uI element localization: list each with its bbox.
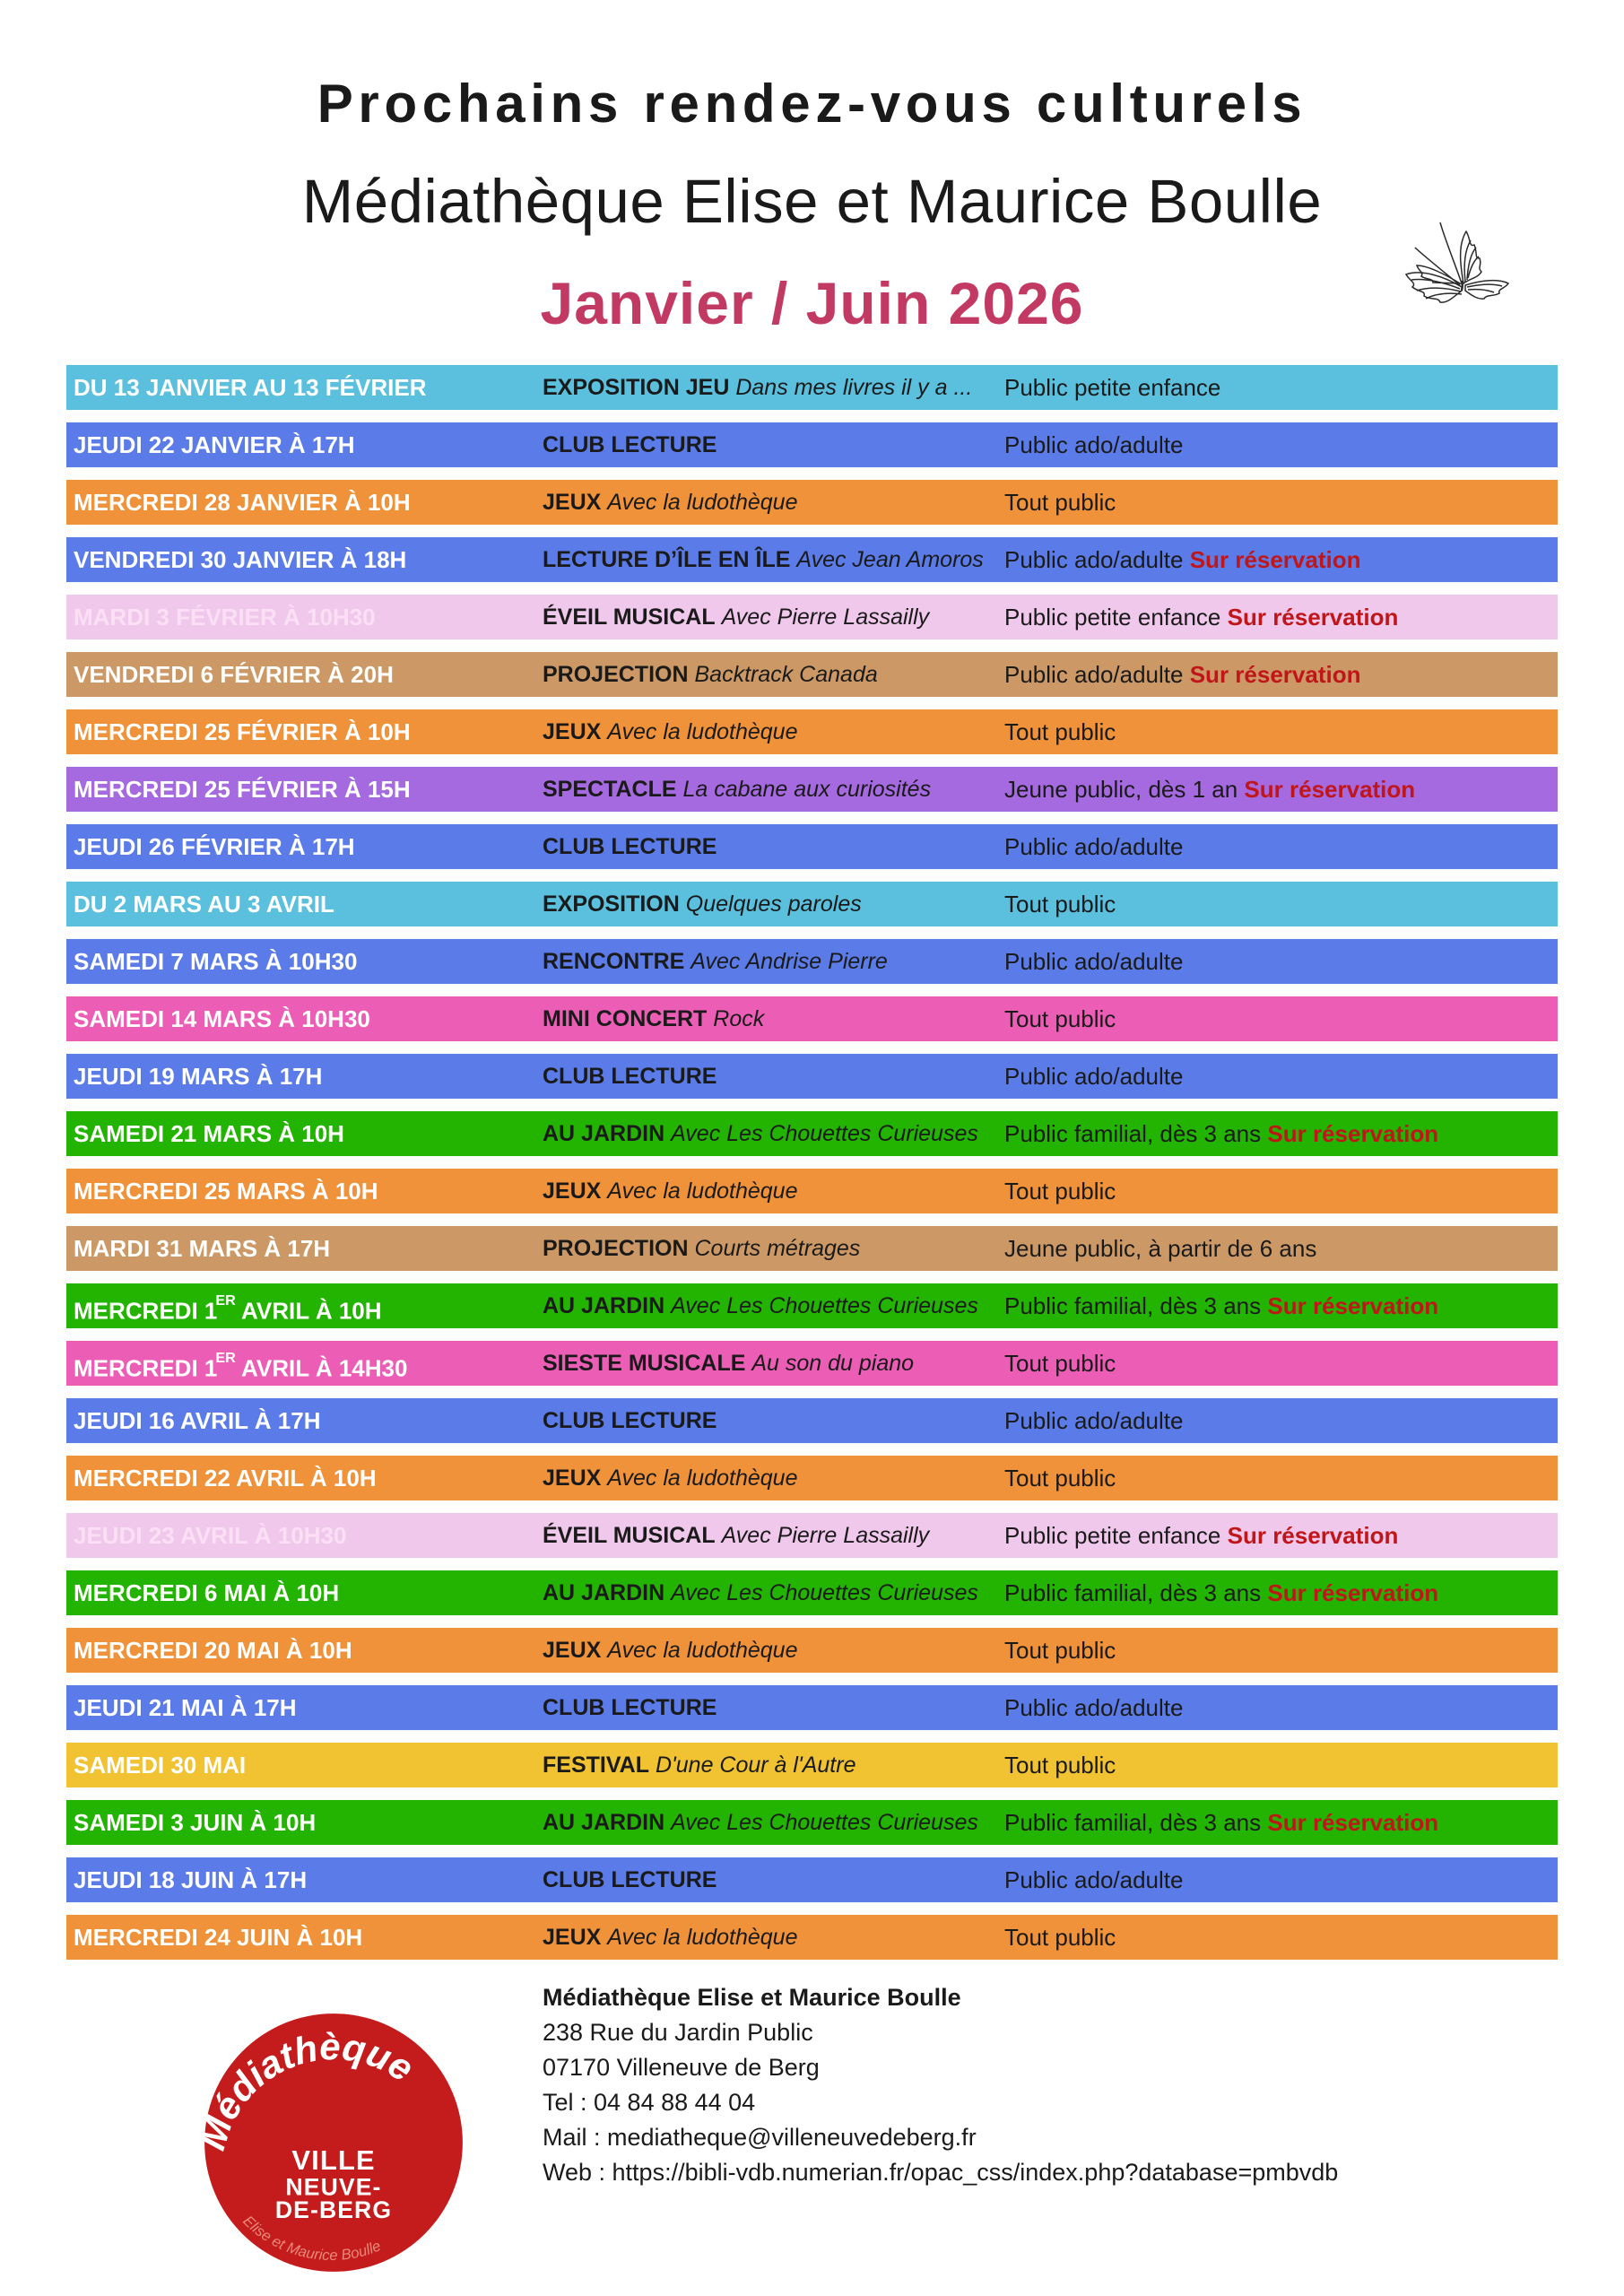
svg-text:VILLE: VILLE bbox=[291, 2144, 375, 2176]
svg-text:DE-BERG: DE-BERG bbox=[275, 2196, 392, 2223]
